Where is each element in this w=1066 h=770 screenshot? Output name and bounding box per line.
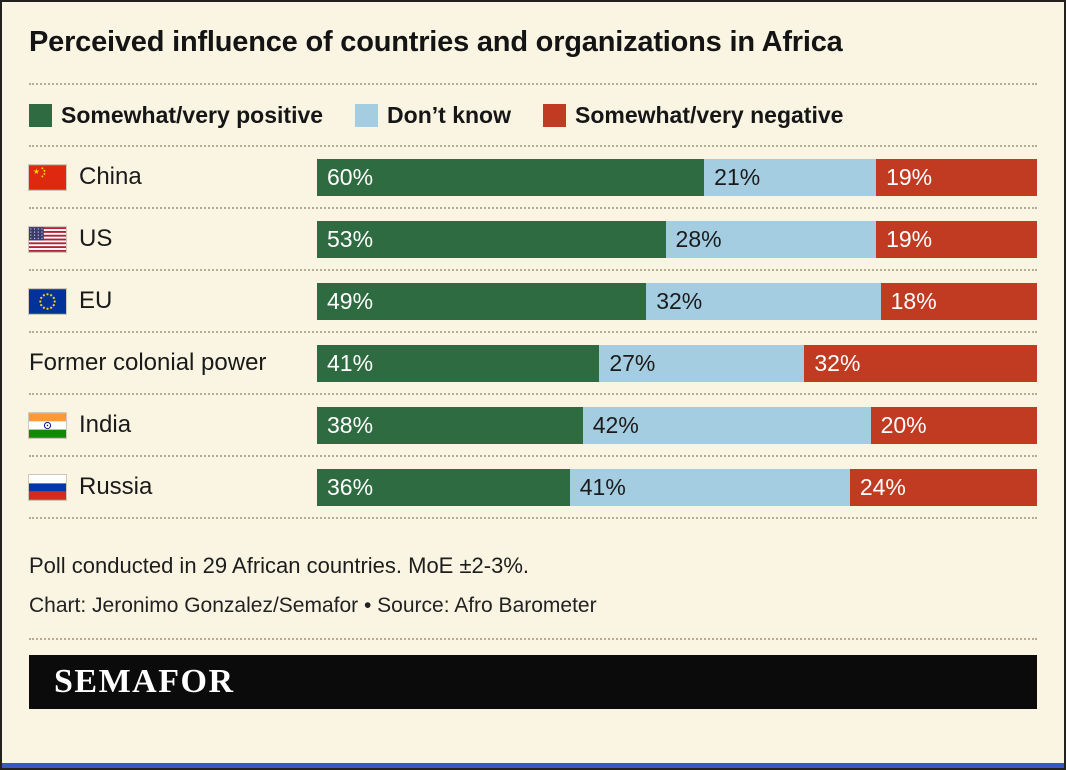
bar-value-label: 49% (327, 287, 374, 314)
table-row-us: US 53% 28% 19% (28, 207, 1037, 269)
row-label-former-colonial-power: Former colonial power (29, 349, 317, 377)
poll-note: Poll conducted in 29 African countries. … (29, 553, 530, 578)
bar-value-label: 41% (327, 349, 374, 376)
bar-segment-positive: 36% (317, 468, 570, 506)
table-row-former-colonial-power: Former colonial power 41% 27% 32% (29, 331, 1037, 393)
bar-value-label: 21% (714, 163, 761, 190)
stacked-bar: 41% 27% 32% (317, 344, 1037, 382)
brand-bar: SEMAFOR (29, 655, 1037, 709)
legend-item-negative: Somewhat/very negative (542, 102, 844, 129)
stacked-bar: 38% 42% 20% (317, 406, 1037, 444)
legend-swatch-negative-icon (542, 104, 566, 127)
bar-segment-dontknow: 27% (599, 344, 805, 382)
bar-segment-dontknow: 42% (582, 406, 871, 444)
stacked-bar: 36% 41% 24% (317, 468, 1037, 506)
divider (29, 83, 1037, 85)
legend-item-dontknow: Don’t know (355, 102, 511, 129)
bar-value-label: 19% (886, 225, 933, 252)
bar-segment-dontknow: 28% (665, 220, 877, 258)
bar-value-label: 60% (327, 163, 374, 190)
bar-segment-positive: 53% (317, 220, 666, 258)
bar-value-label: 18% (890, 287, 937, 314)
legend-label-dontknow: Don’t know (387, 102, 511, 128)
bar-segment-negative: 19% (876, 220, 1037, 258)
row-label-us: US (28, 225, 317, 253)
credit-line: Chart: Jeronimo Gonzalez/Semafor • Sourc… (29, 594, 597, 617)
bar-segment-dontknow: 32% (646, 282, 881, 320)
bar-segment-positive: 49% (317, 282, 647, 320)
bar-segment-positive: 38% (317, 406, 583, 444)
table-row-russia: Russia 36% 41% 24% (28, 455, 1037, 517)
bar-segment-dontknow: 21% (704, 158, 877, 196)
row-label-text: Former colonial power (29, 349, 267, 376)
bar-value-label: 32% (814, 349, 861, 376)
bar-segment-negative: 19% (876, 158, 1037, 196)
bar-value-label: 27% (609, 349, 656, 376)
bar-segment-negative: 18% (880, 282, 1037, 320)
row-label-text: India (79, 411, 132, 438)
chart-rows: China 60% 21% 19% (28, 145, 1037, 519)
bar-segment-negative: 20% (870, 406, 1037, 444)
row-label-text: China (79, 163, 142, 190)
bottom-accent-stripe (2, 763, 1064, 768)
bar-value-label: 53% (327, 225, 374, 252)
bar-segment-positive: 41% (317, 344, 600, 382)
row-label-russia: Russia (28, 473, 317, 501)
row-label-india: India (28, 411, 317, 439)
china-flag-icon (28, 163, 67, 191)
row-label-text: US (79, 225, 113, 252)
bar-value-label: 24% (859, 473, 906, 500)
bar-value-label: 32% (656, 287, 703, 314)
bar-value-label: 42% (592, 411, 639, 438)
bar-segment-positive: 60% (317, 158, 705, 196)
russia-flag-icon (28, 473, 67, 501)
bar-segment-dontknow: 41% (569, 468, 850, 506)
divider (29, 638, 1037, 640)
row-label-text: EU (79, 287, 113, 314)
table-row-china: China 60% 21% 19% (28, 145, 1037, 207)
bar-value-label: 19% (886, 163, 933, 190)
bar-value-label: 36% (327, 473, 374, 500)
legend-item-positive: Somewhat/very positive (29, 102, 323, 129)
semafor-wordmark: SEMAFOR (54, 663, 235, 700)
legend-label-positive: Somewhat/very positive (61, 102, 324, 128)
stacked-bar: 49% 32% 18% (317, 282, 1037, 320)
table-row-eu: EU 49% 32% 18% (28, 269, 1037, 331)
stacked-bar: 60% 21% 19% (317, 158, 1037, 196)
row-label-eu: EU (28, 287, 317, 315)
table-row-india: India 38% 42% 20% (28, 393, 1037, 455)
legend-swatch-dontknow-icon (355, 104, 379, 127)
stacked-bar: 53% 28% 19% (317, 220, 1037, 258)
bar-value-label: 28% (675, 225, 722, 252)
eu-flag-icon (28, 287, 67, 315)
bar-value-label: 20% (880, 411, 927, 438)
legend-swatch-positive-icon (29, 104, 52, 127)
row-label-china: China (28, 163, 317, 191)
bar-value-label: 38% (327, 411, 374, 438)
page-title: Perceived influence of countries and org… (29, 26, 843, 58)
us-flag-icon (28, 225, 67, 253)
india-flag-icon (28, 411, 67, 439)
bar-segment-negative: 24% (849, 468, 1037, 506)
legend-label-negative: Somewhat/very negative (574, 102, 844, 128)
bar-value-label: 41% (579, 473, 626, 500)
row-label-text: Russia (79, 473, 153, 500)
legend: Somewhat/very positive Don’t know Somewh… (29, 85, 1037, 145)
bar-segment-negative: 32% (804, 344, 1037, 382)
